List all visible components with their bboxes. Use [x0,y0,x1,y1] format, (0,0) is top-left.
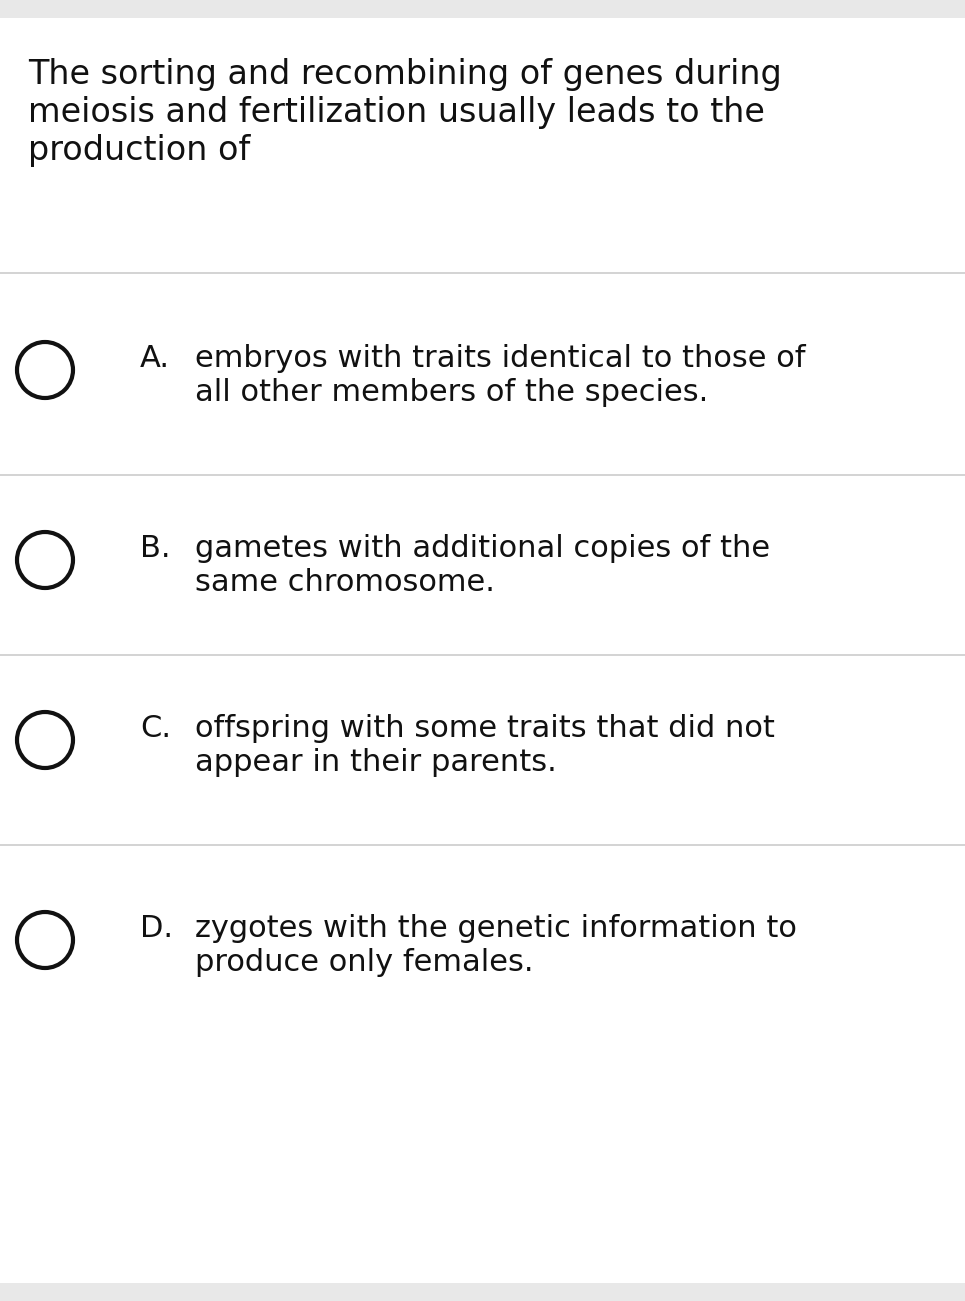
Text: zygotes with the genetic information to: zygotes with the genetic information to [195,915,797,943]
Text: meiosis and fertilization usually leads to the: meiosis and fertilization usually leads … [28,96,765,129]
Text: C.: C. [140,714,171,743]
Text: D.: D. [140,915,173,943]
Text: offspring with some traits that did not: offspring with some traits that did not [195,714,775,743]
Text: production of: production of [28,134,250,167]
Text: A.: A. [140,343,170,373]
Text: B.: B. [140,533,171,563]
Text: all other members of the species.: all other members of the species. [195,379,708,407]
Text: gametes with additional copies of the: gametes with additional copies of the [195,533,770,563]
Text: embryos with traits identical to those of: embryos with traits identical to those o… [195,343,806,373]
Bar [0,1283,965,1301]
Text: produce only females.: produce only females. [195,948,534,977]
Text: same chromosome.: same chromosome. [195,569,495,597]
Text: appear in their parents.: appear in their parents. [195,748,557,777]
Text: The sorting and recombining of genes during: The sorting and recombining of genes dur… [28,59,782,91]
Bar [0,0,965,18]
